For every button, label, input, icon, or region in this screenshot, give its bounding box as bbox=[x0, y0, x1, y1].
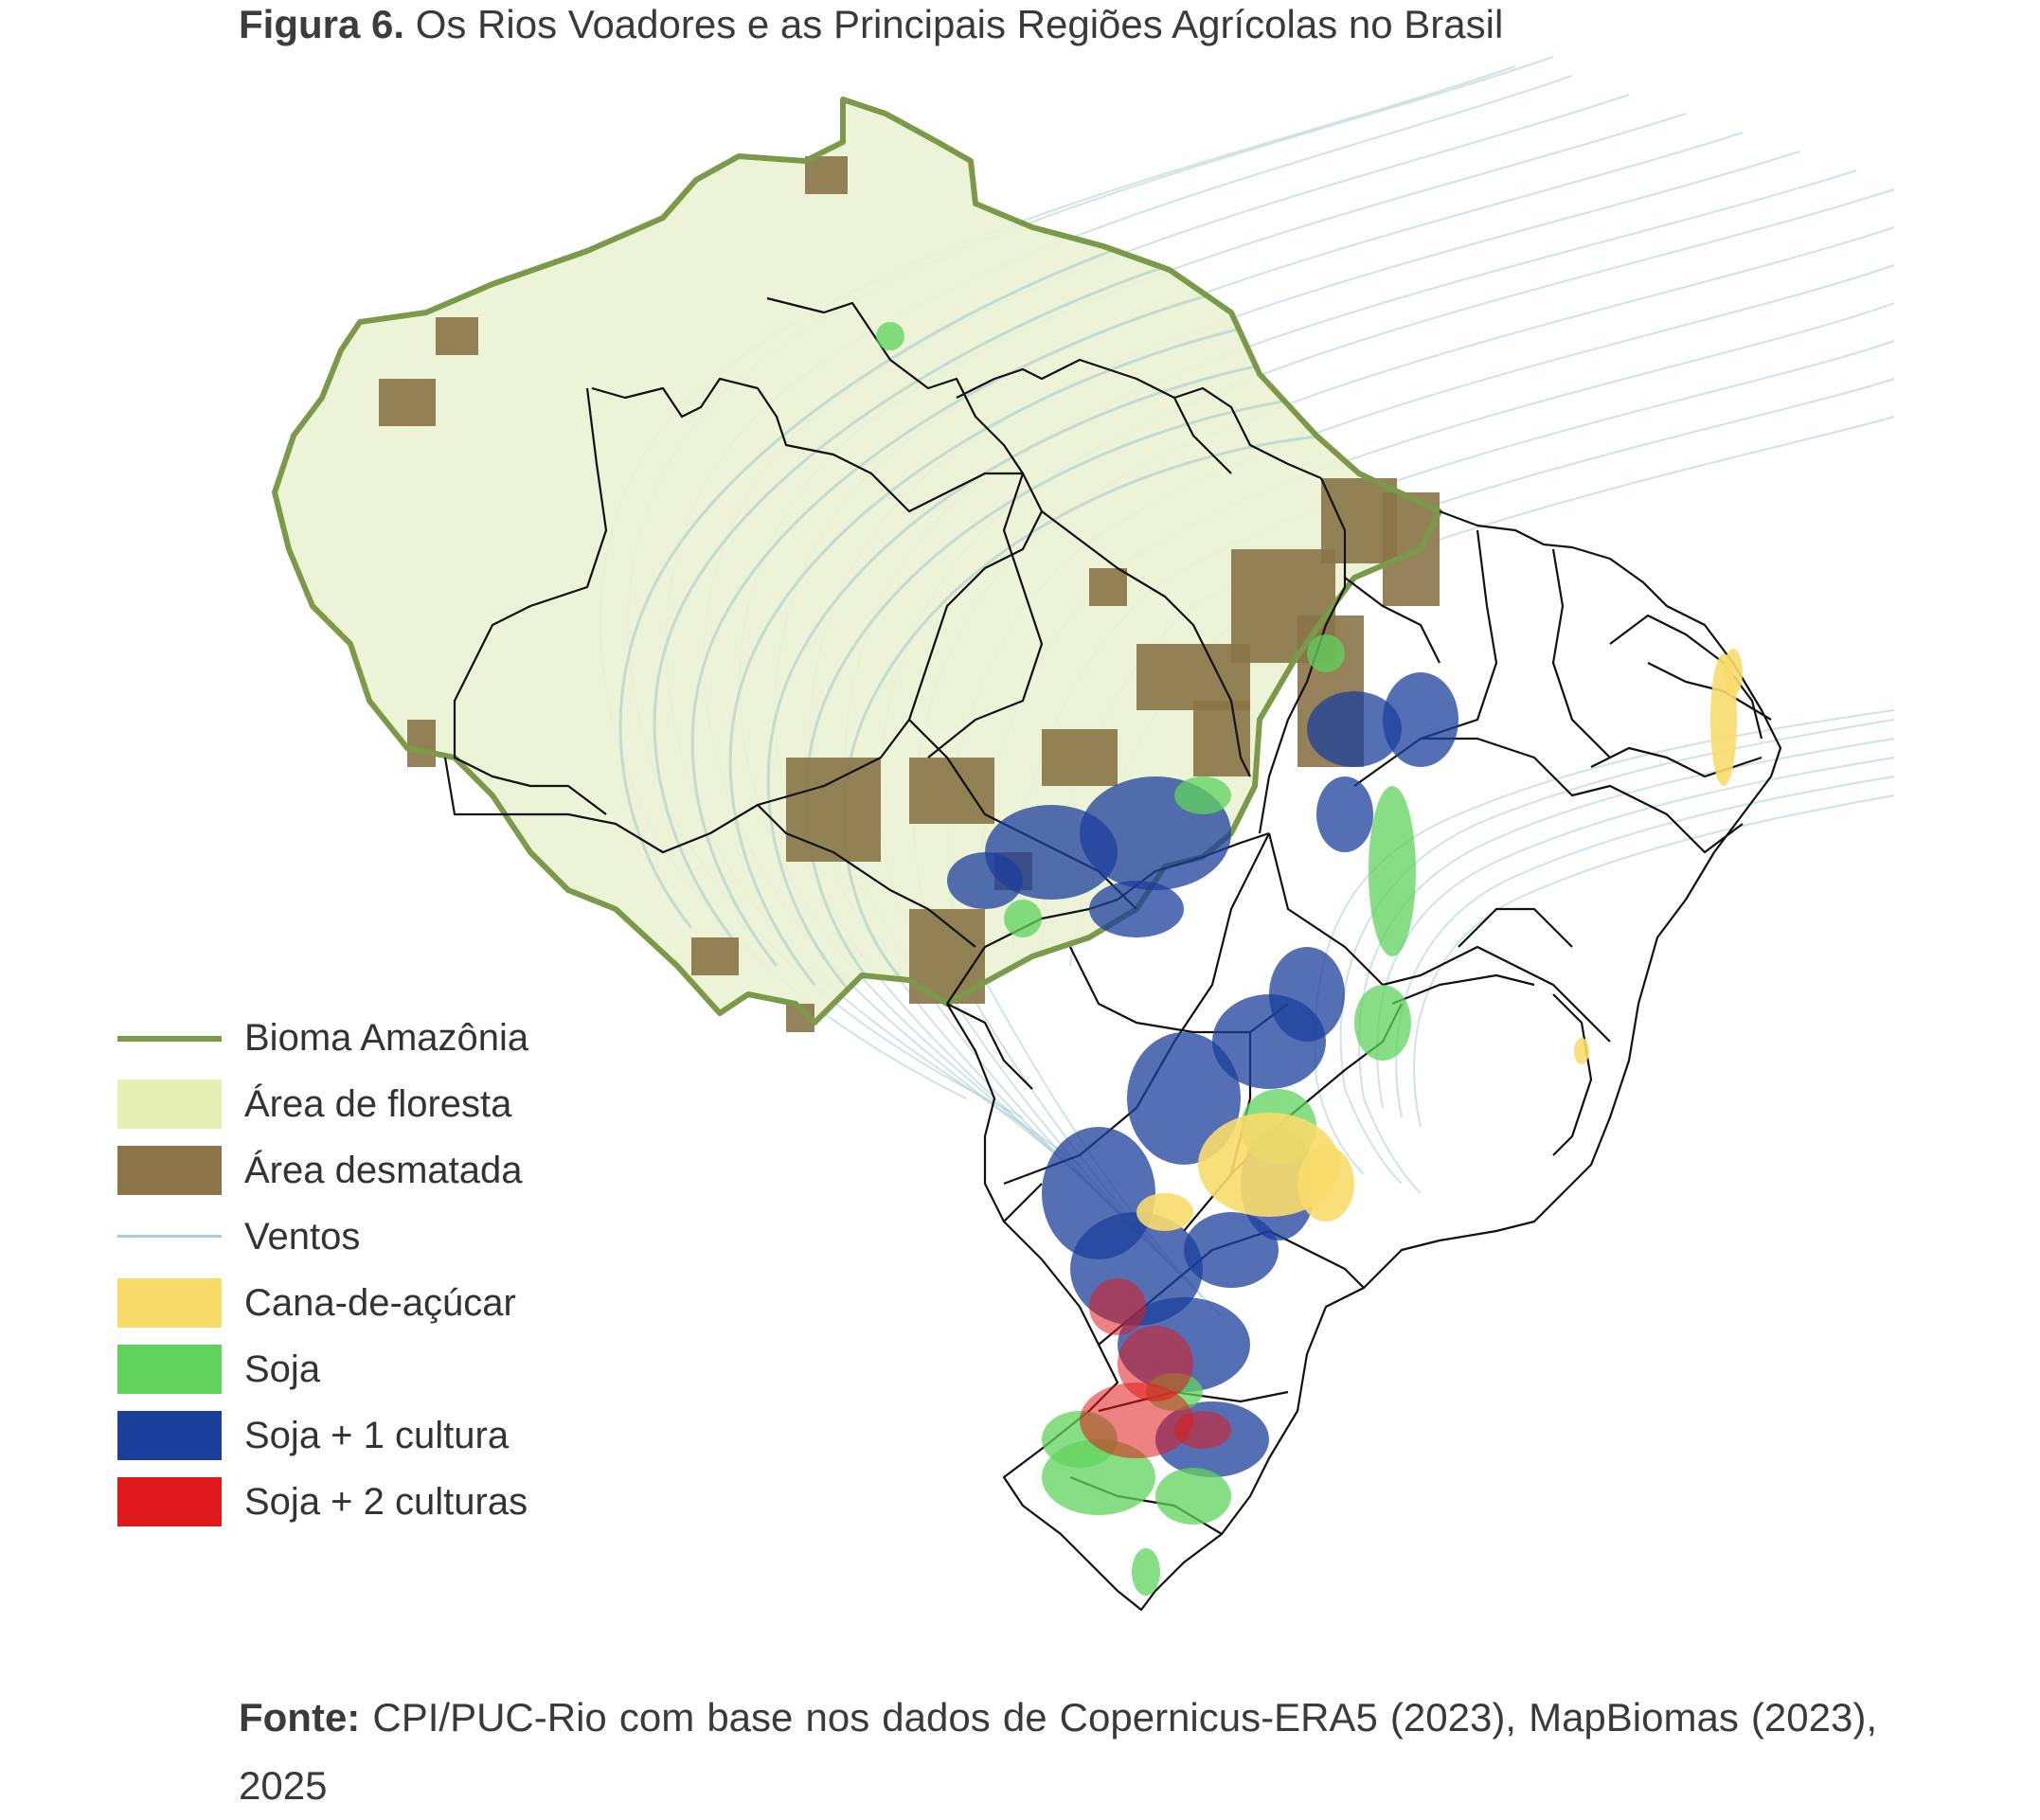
legend-item-deforested: Área desmatada bbox=[117, 1146, 648, 1199]
legend-swatch-sugarcane bbox=[117, 1278, 222, 1328]
source-text: CPI/PUC-Rio com base nos dados de Copern… bbox=[239, 1695, 1878, 1808]
legend-label: Área desmatada bbox=[244, 1150, 523, 1191]
legend-swatch-forest bbox=[117, 1080, 222, 1129]
legend-swatch-winds bbox=[117, 1235, 222, 1238]
sugarcane-areas bbox=[1136, 649, 1743, 1231]
source-label: Fonte: bbox=[239, 1695, 361, 1740]
legend-item-soy-plus-1: Soja + 1 cultura bbox=[117, 1411, 648, 1464]
legend-item-winds: Ventos bbox=[117, 1212, 648, 1265]
figure-title: Figura 6. Os Rios Voadores e as Principa… bbox=[239, 0, 1503, 49]
legend-item-amazon-biome: Bioma Amazônia bbox=[117, 1013, 648, 1066]
legend-label: Ventos bbox=[244, 1216, 361, 1258]
legend-swatch-soy bbox=[117, 1345, 222, 1394]
legend-label: Área de floresta bbox=[244, 1083, 512, 1125]
legend-item-soy: Soja bbox=[117, 1345, 648, 1398]
figure-title-text: Os Rios Voadores e as Principais Regiões… bbox=[415, 2, 1504, 46]
legend-swatch-amazon-biome bbox=[117, 1036, 222, 1042]
legend-item-sugarcane: Cana-de-açúcar bbox=[117, 1278, 648, 1331]
legend-label: Bioma Amazônia bbox=[244, 1017, 529, 1059]
legend-swatch-soy-plus-2 bbox=[117, 1477, 222, 1526]
legend-label: Cana-de-açúcar bbox=[244, 1282, 516, 1324]
legend-item-soy-plus-2: Soja + 2 culturas bbox=[117, 1477, 648, 1530]
legend-swatch-deforested bbox=[117, 1146, 222, 1195]
legend-label: Soja + 2 culturas bbox=[244, 1481, 528, 1523]
legend-item-forest: Área de floresta bbox=[117, 1080, 648, 1133]
legend-label: Soja bbox=[244, 1348, 321, 1390]
legend-swatch-soy-plus-1 bbox=[117, 1411, 222, 1460]
legend-label: Soja + 1 cultura bbox=[244, 1415, 510, 1456]
source-note: Fonte: CPI/PUC-Rio com base nos dados de… bbox=[239, 1684, 1877, 1820]
figure-label: Figura 6. bbox=[239, 2, 405, 46]
soy-plus-2-areas bbox=[1080, 1278, 1231, 1458]
amazon-biome-border bbox=[272, 97, 1442, 1026]
